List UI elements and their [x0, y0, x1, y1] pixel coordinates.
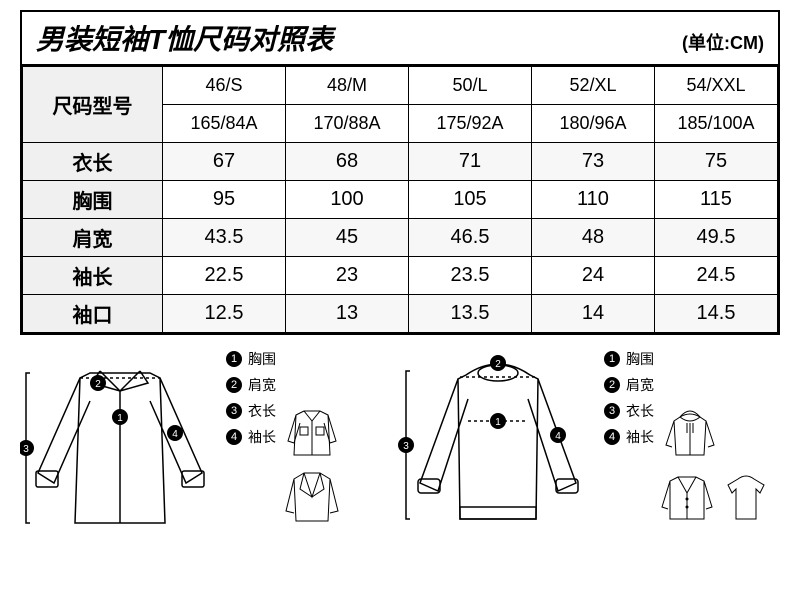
cell: 24 — [532, 257, 655, 295]
cell: 14.5 — [655, 295, 778, 333]
diagrams-row: 1 2 3 4 1 胸围 2 肩宽 3 衣长 4 袖长 — [20, 343, 780, 543]
size-table: 尺码型号 46/S 48/M 50/L 52/XL 54/XXL 165/84A… — [22, 66, 778, 333]
num-dot-icon: 2 — [226, 377, 242, 393]
jacket-thumb-icon — [282, 403, 342, 463]
cell: 68 — [286, 143, 409, 181]
table-row: 衣长 67 68 71 73 75 — [23, 143, 778, 181]
svg-text:3: 3 — [23, 444, 29, 455]
cell: 46.5 — [409, 219, 532, 257]
cell: 95 — [163, 181, 286, 219]
legend-left: 1 胸围 2 肩宽 3 衣长 4 袖长 — [226, 343, 276, 447]
table-row: 袖长 22.5 23 23.5 24 24.5 — [23, 257, 778, 295]
svg-text:1: 1 — [495, 417, 501, 428]
legend-text: 胸围 — [626, 349, 654, 369]
row-label: 袖长 — [23, 257, 163, 295]
size-spec: 165/84A — [163, 105, 286, 143]
cell: 13.5 — [409, 295, 532, 333]
num-dot-icon: 1 — [226, 351, 242, 367]
size-code: 48/M — [286, 67, 409, 105]
legend-item: 4 袖长 — [604, 427, 654, 447]
header-label: 尺码型号 — [23, 67, 163, 143]
cell: 45 — [286, 219, 409, 257]
cell: 22.5 — [163, 257, 286, 295]
cell: 49.5 — [655, 219, 778, 257]
cell: 14 — [532, 295, 655, 333]
size-code: 52/XL — [532, 67, 655, 105]
shirt-diagram-icon: 1 2 3 4 — [20, 343, 220, 543]
legend-item: 1 胸围 — [226, 349, 276, 369]
legend-item: 3 衣长 — [604, 401, 654, 421]
num-dot-icon: 4 — [226, 429, 242, 445]
legend-text: 袖长 — [626, 427, 654, 447]
cell: 73 — [532, 143, 655, 181]
table-row: 肩宽 43.5 45 46.5 48 49.5 — [23, 219, 778, 257]
legend-item: 2 肩宽 — [226, 375, 276, 395]
sweatshirt-diagram-block: 1 2 3 4 1 胸围 2 肩宽 3 衣长 4 袖长 — [398, 343, 780, 543]
cell: 23.5 — [409, 257, 532, 295]
size-code: 46/S — [163, 67, 286, 105]
legend-text: 衣长 — [248, 401, 276, 421]
cell: 43.5 — [163, 219, 286, 257]
cell: 75 — [655, 143, 778, 181]
row-label: 胸围 — [23, 181, 163, 219]
blazer-thumb-icon — [282, 467, 342, 527]
legend-item: 4 袖长 — [226, 427, 276, 447]
size-spec: 185/100A — [655, 105, 778, 143]
thumb-icons-right — [660, 343, 780, 527]
cell: 71 — [409, 143, 532, 181]
num-dot-icon: 3 — [604, 403, 620, 419]
cell: 115 — [655, 181, 778, 219]
num-dot-icon: 2 — [604, 377, 620, 393]
svg-text:4: 4 — [172, 429, 178, 440]
hoodie-thumb-icon — [660, 403, 720, 463]
legend-right: 1 胸围 2 肩宽 3 衣长 4 袖长 — [604, 343, 654, 447]
svg-text:2: 2 — [95, 379, 101, 390]
size-code: 50/L — [409, 67, 532, 105]
legend-text: 衣长 — [626, 401, 654, 421]
header-row-1: 尺码型号 46/S 48/M 50/L 52/XL 54/XXL — [23, 67, 778, 105]
sweatshirt-diagram-icon: 1 2 3 4 — [398, 343, 598, 543]
num-dot-icon: 1 — [604, 351, 620, 367]
cell: 100 — [286, 181, 409, 219]
cell: 13 — [286, 295, 409, 333]
thumb-icons-left — [282, 343, 342, 527]
legend-item: 2 肩宽 — [604, 375, 654, 395]
num-dot-icon: 3 — [226, 403, 242, 419]
row-label: 袖口 — [23, 295, 163, 333]
cell: 105 — [409, 181, 532, 219]
title-row: 男装短袖T恤尺码对照表 (单位:CM) — [22, 12, 778, 66]
cardigan-tshirt-thumb-icon — [660, 467, 780, 527]
size-code: 54/XXL — [655, 67, 778, 105]
cell: 67 — [163, 143, 286, 181]
size-spec: 170/88A — [286, 105, 409, 143]
shirt-diagram-block: 1 2 3 4 1 胸围 2 肩宽 3 衣长 4 袖长 — [20, 343, 342, 543]
table-row: 袖口 12.5 13 13.5 14 14.5 — [23, 295, 778, 333]
size-chart-container: 男装短袖T恤尺码对照表 (单位:CM) 尺码型号 46/S 48/M 50/L … — [20, 10, 780, 335]
legend-item: 3 衣长 — [226, 401, 276, 421]
cell: 23 — [286, 257, 409, 295]
row-label: 衣长 — [23, 143, 163, 181]
legend-text: 肩宽 — [626, 375, 654, 395]
legend-text: 肩宽 — [248, 375, 276, 395]
svg-text:2: 2 — [495, 359, 501, 370]
cell: 110 — [532, 181, 655, 219]
svg-text:1: 1 — [117, 413, 123, 424]
svg-text:3: 3 — [403, 441, 409, 452]
legend-text: 胸围 — [248, 349, 276, 369]
cell: 48 — [532, 219, 655, 257]
cell: 12.5 — [163, 295, 286, 333]
size-spec: 180/96A — [532, 105, 655, 143]
legend-item: 1 胸围 — [604, 349, 654, 369]
table-row: 胸围 95 100 105 110 115 — [23, 181, 778, 219]
chart-title: 男装短袖T恤尺码对照表 — [36, 18, 682, 58]
row-label: 肩宽 — [23, 219, 163, 257]
svg-text:4: 4 — [555, 431, 561, 442]
cell: 24.5 — [655, 257, 778, 295]
size-spec: 175/92A — [409, 105, 532, 143]
num-dot-icon: 4 — [604, 429, 620, 445]
unit-label: (单位:CM) — [682, 29, 764, 55]
legend-text: 袖长 — [248, 427, 276, 447]
